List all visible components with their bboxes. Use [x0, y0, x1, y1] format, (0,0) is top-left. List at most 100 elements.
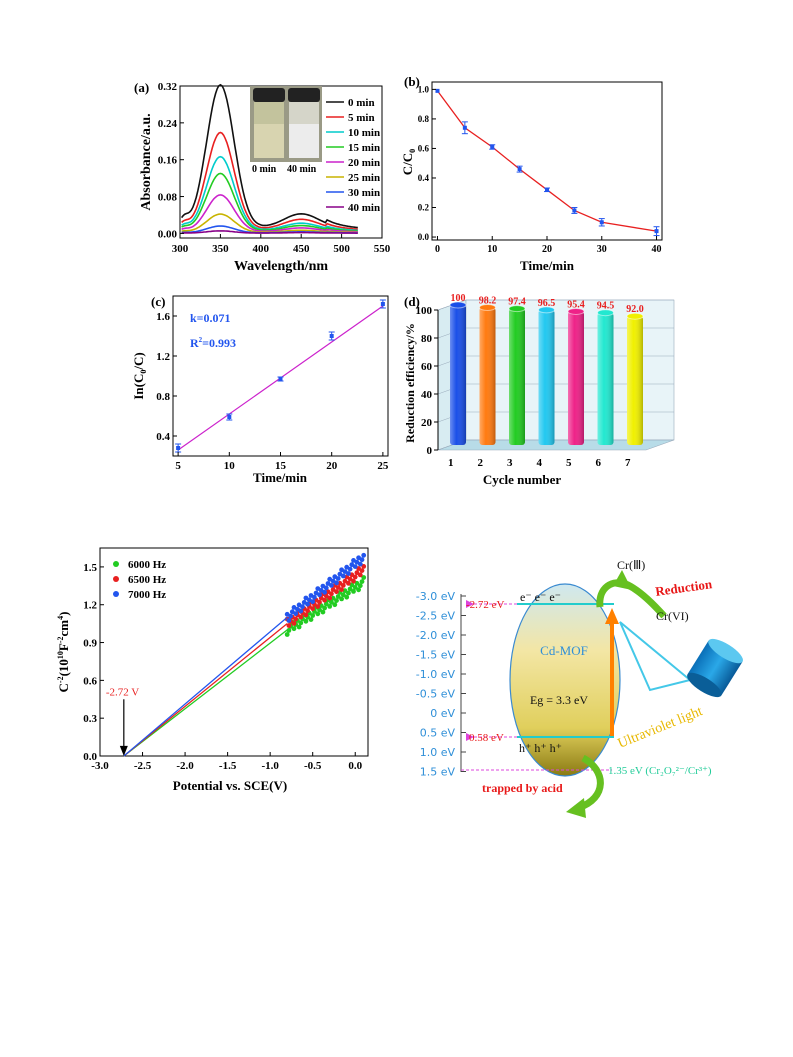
ms-point-2-36 — [346, 571, 351, 576]
b-ytick-label-0: 0.0 — [418, 232, 430, 242]
ms-point-2-1 — [286, 618, 292, 623]
ms-point-1-32 — [339, 587, 344, 592]
band-structure-diagram: -3.0 eV -2.5 eV -2.0 eV -1.5 eV -1.0 eV -0.5 … — [416, 558, 743, 818]
c-xtick-label-1: 10 — [224, 460, 236, 472]
a-xtick-label-3: 450 — [293, 243, 310, 255]
a-xtick-label-5: 550 — [374, 243, 391, 255]
ms-xtick-label-4: -1.0 — [261, 760, 279, 772]
ms-fit-line-0 — [123, 629, 288, 757]
a-legend-label-5: 25 min — [348, 172, 380, 184]
ms-point-0-22 — [322, 605, 327, 611]
electrons-label: e⁻ e⁻ e⁻ — [520, 590, 561, 604]
ms-point-0-23 — [323, 601, 329, 607]
ms-point-1-26 — [329, 591, 334, 597]
ms-legend-label-1: 6500 Hz — [128, 574, 166, 586]
d-value-label-5: 94.5 — [597, 301, 615, 312]
a-ytick-label-0: 0.00 — [158, 228, 178, 240]
panel-d-tag: (d) — [404, 294, 420, 309]
panel-a-xlabel: Wavelength/nm — [234, 259, 328, 274]
d-bar-top-0 — [449, 301, 467, 309]
ms-point-2-33 — [340, 573, 346, 579]
c-point-0 — [176, 446, 181, 450]
b-xtick-label-2: 20 — [542, 244, 552, 255]
spectrum-curve-7 — [181, 230, 358, 234]
d-value-label-2: 97.4 — [508, 297, 526, 308]
d-xtick-label-0: 1 — [448, 457, 454, 469]
ms-point-1-29 — [334, 589, 339, 595]
scale-label-9: 1.5 eV — [420, 766, 456, 779]
ms-point-0-42 — [356, 587, 361, 593]
b-point-1 — [462, 125, 467, 130]
ms-point-0-45 — [361, 575, 367, 580]
ms-point-0-21 — [320, 609, 326, 615]
scale-label-7: 0.5 eV — [420, 727, 456, 740]
ms-point-1-43 — [357, 572, 363, 578]
d-bar-shade-3 — [538, 309, 555, 445]
ms-xtick-label-1: -2.5 — [134, 760, 152, 772]
a-ytick-label-1: 0.08 — [158, 192, 178, 204]
b-point-7 — [654, 229, 659, 234]
b-point-4 — [545, 187, 549, 192]
ms-point-0-26 — [329, 599, 334, 605]
a-legend-label-3: 15 min — [348, 142, 380, 154]
ms-point-1-44 — [359, 568, 365, 573]
ms-ylabel: C-2(1010F-2cm4) — [56, 612, 71, 693]
cd-mof-ellipse — [509, 583, 621, 777]
panel-d-ylabel: Reduction efficiency/% — [403, 323, 417, 443]
ms-point-0-15 — [310, 613, 316, 618]
d-value-label-4: 95.4 — [567, 299, 585, 310]
d-value-label-3: 96.5 — [538, 298, 556, 309]
d-value-label-6: 92.0 — [626, 304, 644, 315]
ms-point-0-8 — [298, 620, 304, 626]
d-ytick-label-4: 80 — [421, 333, 433, 345]
ms-point-1-5 — [293, 616, 299, 622]
panel-mott-schottky: -3.0 -2.5 -2.0 -1.5 -1.0 -0.5 0.0 0.0 0.3 0.6 0.9 1… — [56, 547, 369, 793]
spectrum-curve-4 — [181, 194, 358, 233]
ms-point-0-4 — [291, 626, 297, 632]
b-point-0 — [435, 88, 440, 93]
ms-point-1-23 — [323, 593, 329, 599]
ms-point-2-8 — [298, 608, 304, 614]
d-bar-top-2 — [508, 305, 526, 313]
inset-label-40min: 40 min — [287, 164, 317, 175]
d-bar-top-6 — [626, 312, 644, 320]
scale-label-1: -2.5 eV — [416, 610, 456, 623]
ms-point-2-16 — [312, 594, 317, 600]
ms-ytick-label-4: 1.2 — [83, 600, 97, 612]
ms-point-2-40 — [352, 564, 358, 569]
ms-point-2-5 — [293, 611, 299, 616]
b-point-2 — [490, 144, 495, 149]
scale-label-6: 0 eV — [430, 707, 455, 720]
ms-xlabel: Potential vs. SCE(V) — [173, 778, 287, 793]
c-ytick-label-1: 0.8 — [156, 391, 170, 403]
ms-xtick-label-2: -2.0 — [176, 760, 194, 772]
d-bar-top-1 — [479, 304, 496, 312]
panel-c-tag: (c) — [151, 294, 165, 309]
scale-label-5: -0.5 eV — [416, 688, 456, 701]
d-bar-shade-0 — [450, 305, 466, 445]
k-label: k=0.071 — [190, 311, 231, 325]
ms-point-1-33 — [340, 583, 346, 588]
scale-label-2: -2.0 eV — [416, 629, 456, 642]
ms-xtick-label-3: -1.5 — [219, 760, 237, 772]
a-xtick-label-1: 350 — [212, 243, 229, 255]
ms-point-0-11 — [303, 618, 309, 624]
a-legend-label-7: 40 min — [348, 202, 380, 214]
d-bar-shade-6 — [627, 316, 643, 445]
panel-c-linear-fit: (c) 5 10 15 20 25 0.4 0.8 1.2 1.6 k=0.071 R2=0.9… — [131, 294, 389, 485]
ms-point-2-30 — [335, 576, 341, 581]
ms-point-0-28 — [332, 602, 338, 608]
ms-point-2-43 — [357, 561, 363, 567]
d-xtick-label-3: 4 — [537, 457, 543, 469]
ms-point-1-39 — [351, 578, 356, 584]
bandgap-label: Eg = 3.3 eV — [530, 693, 588, 707]
c-ytick-label-3: 1.6 — [156, 311, 170, 323]
ms-point-1-19 — [317, 599, 322, 605]
ms-point-0-18 — [315, 611, 321, 617]
panel-a-uv-spectra: (a) 0 min 40 min 300 350 400 450 500 550 0.00… — [134, 80, 391, 274]
b-series-line — [436, 90, 657, 232]
c-point-1 — [227, 415, 232, 419]
ms-point-2-2 — [288, 613, 293, 619]
d-bar-shade-4 — [568, 311, 584, 445]
